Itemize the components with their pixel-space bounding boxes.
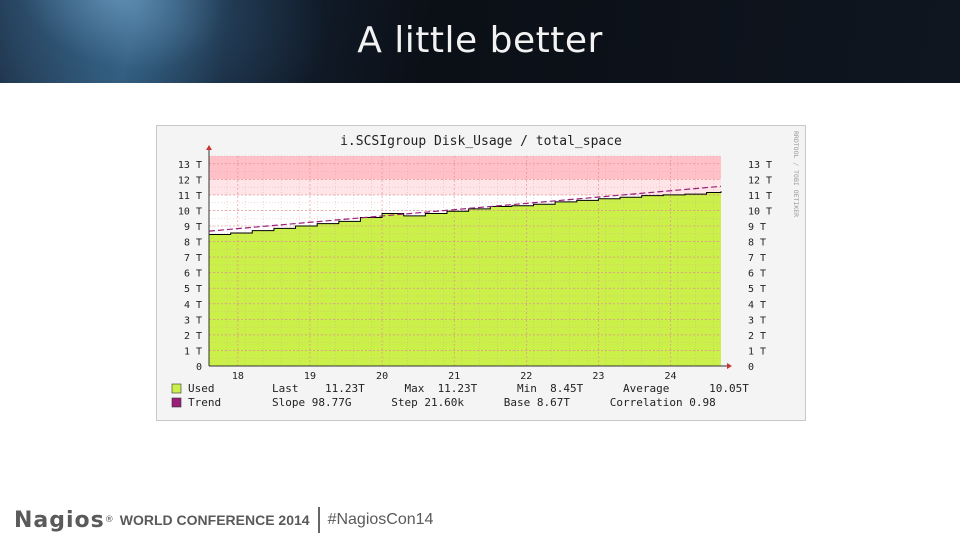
critical-band [209, 156, 721, 180]
conference-label: WORLD CONFERENCE 2014 [119, 512, 310, 528]
y-tick-label-left: 10 T [178, 206, 202, 217]
y-tick-label-left: 12 T [178, 175, 202, 186]
x-tick-label: 18 [232, 371, 244, 382]
y-tick-label-right: 1 T [748, 346, 766, 357]
footer-divider [317, 507, 320, 533]
y-tick-label-left: 1 T [184, 346, 202, 357]
footer: Nagios ® WORLD CONFERENCE 2014 #NagiosCo… [14, 505, 433, 535]
y-tick-label-left: 5 T [184, 284, 202, 295]
x-tick-label: 20 [376, 371, 388, 382]
y-tick-label-left: 4 T [184, 300, 202, 311]
y-tick-label-right: 13 T [748, 160, 772, 171]
registered-mark: ® [104, 515, 114, 525]
nagios-logo: Nagios [14, 507, 105, 533]
y-tick-label-left: 8 T [184, 238, 202, 249]
y-axis-arrow [206, 145, 212, 150]
x-tick-label: 22 [520, 371, 532, 382]
y-tick-label-left: 7 T [184, 253, 202, 264]
legend-name: Trend [188, 396, 221, 409]
y-tick-label-right: 12 T [748, 175, 772, 186]
disk-usage-chart: i.SCSIgroup Disk_Usage / total_space RRD… [171, 131, 800, 409]
y-tick-label-right: 9 T [748, 222, 766, 233]
chart-legend: Used Last 11.23T Max 11.23T Min 8.45T Ave… [171, 382, 749, 409]
used-area [209, 191, 721, 366]
chart-title: i.SCSIgroup Disk_Usage / total_space [340, 134, 622, 149]
legend-swatch [171, 397, 182, 408]
y-tick-label-right: 7 T [748, 253, 766, 264]
x-tick-label: 23 [592, 371, 604, 382]
trend-line [208, 185, 722, 232]
y-tick-label-left: 2 T [184, 331, 202, 342]
slide-title: A little better [357, 20, 603, 61]
y-tick-label-right: 4 T [748, 300, 766, 311]
rrd-graph: i.SCSIgroup Disk_Usage / total_space RRD… [156, 125, 806, 421]
y-tick-label-left: 11 T [178, 191, 202, 202]
slide-header [0, 0, 960, 83]
y-tick-label-right: 6 T [748, 269, 766, 280]
x-axis-arrow [727, 363, 732, 369]
x-tick-label: 24 [664, 371, 676, 382]
y-tick-label-left: 6 T [184, 269, 202, 280]
y-tick-label-left: 13 T [178, 160, 202, 171]
x-tick-label: 19 [304, 371, 316, 382]
hashtag: #NagiosCon14 [327, 511, 434, 528]
y-tick-label-left: 0 [196, 362, 202, 373]
y-tick-label-right: 8 T [748, 238, 766, 249]
y-tick-label-right: 5 T [748, 284, 766, 295]
used-line [209, 191, 722, 236]
y-tick-label-right: 0 [748, 362, 754, 373]
legend-name: Used [188, 382, 215, 395]
y-tick-label-right: 11 T [748, 191, 772, 202]
plot-area: 13 T 13 T 12 T 12 T 11 T 11 T 10 T 10 T 9 T 9 T 8 … [178, 145, 772, 382]
legend-swatch [171, 383, 182, 394]
y-tick-label-right: 2 T [748, 331, 766, 342]
legend-stats: Slope 98.77G Step 21.60k Base 8.67T Corr… [272, 396, 716, 409]
y-tick-label-left: 3 T [184, 315, 202, 326]
y-tick-label-right: 10 T [748, 206, 772, 217]
rrdtool-watermark: RRDTOOL / TOBI OETIKER [792, 131, 800, 217]
legend-stats: Last 11.23T Max 11.23T Min 8.45T Average… [272, 382, 749, 395]
x-tick-label: 21 [448, 371, 460, 382]
y-tick-label-left: 9 T [184, 222, 202, 233]
y-tick-label-right: 3 T [748, 315, 766, 326]
